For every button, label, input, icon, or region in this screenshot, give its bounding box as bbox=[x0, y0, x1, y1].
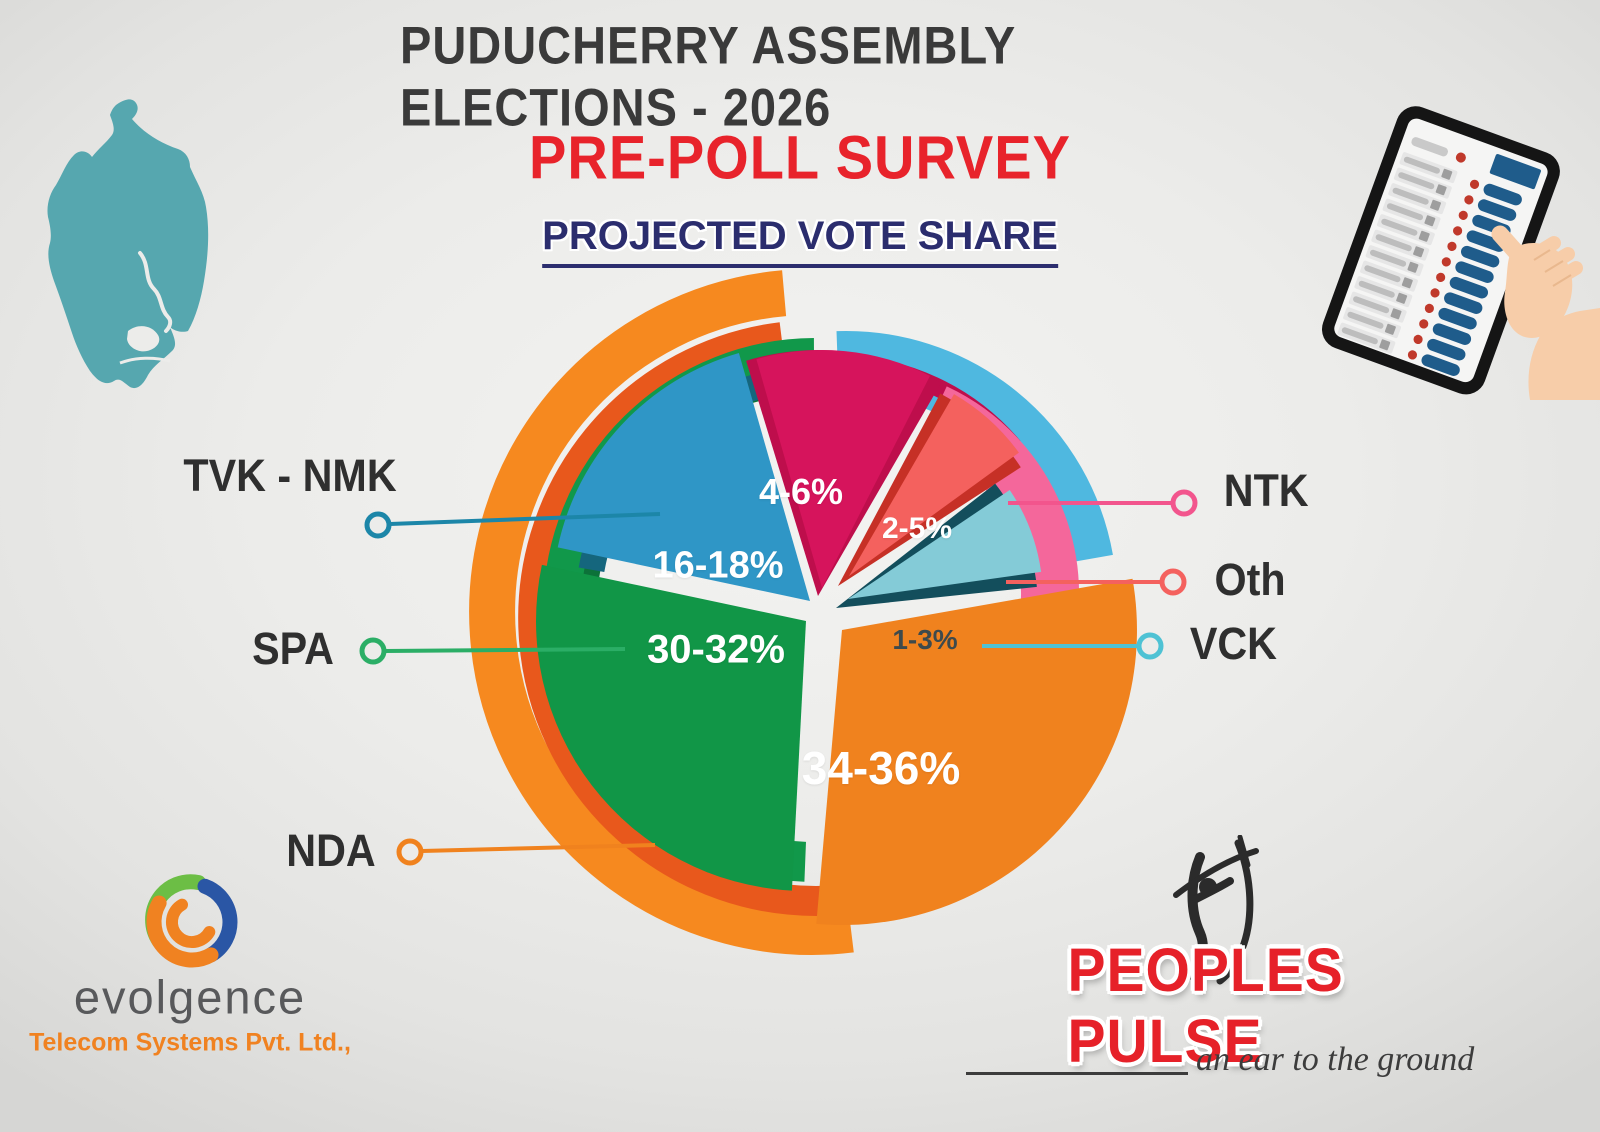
slice-label-nda: 34-36% bbox=[801, 742, 961, 794]
pie-slice-ntk bbox=[756, 349, 930, 588]
callout-dot-ntk bbox=[1170, 489, 1198, 517]
callout-dot-nda bbox=[396, 838, 424, 866]
evm-illustration bbox=[1321, 106, 1600, 400]
peoples-pulse-underline bbox=[966, 1072, 1188, 1075]
evolgence-logo-icon bbox=[145, 874, 238, 968]
evolgence-tagline: Telecom Systems Pvt. Ltd., bbox=[29, 1028, 351, 1057]
section-title: PROJECTED VOTE SHARE bbox=[542, 214, 1058, 268]
vote-share-pie-chart bbox=[359, 270, 1198, 955]
pie-ring-orange bbox=[469, 270, 854, 955]
pie-slice-tvk-nmk bbox=[557, 353, 810, 601]
legend-label-ntk: NTK bbox=[1223, 466, 1309, 517]
peoples-pulse-tagline: an ear to the ground bbox=[1196, 1041, 1475, 1078]
page-subtitle: PRE-POLL SURVEY bbox=[529, 122, 1071, 192]
callout-lines bbox=[359, 489, 1198, 866]
legend-label-vck: VCK bbox=[1189, 619, 1277, 670]
slice-label-spa: 30-32% bbox=[647, 627, 785, 672]
callout-dot-tvk-nmk bbox=[364, 511, 392, 539]
peoples-pulse-logo-icon bbox=[1173, 835, 1259, 985]
pie-ring-orange-dark bbox=[518, 322, 827, 916]
pie-slice-vck bbox=[848, 490, 1042, 599]
hand-icon bbox=[1491, 225, 1600, 400]
callout-dot-spa bbox=[359, 637, 387, 665]
legend-label-oth: Oth bbox=[1214, 555, 1286, 606]
pie-slice-oth bbox=[849, 394, 1019, 576]
slice-label-tvk-nmk: 16-18% bbox=[652, 544, 784, 587]
legend-label-spa: SPA bbox=[252, 624, 334, 675]
legend-label-nda: NDA bbox=[286, 826, 376, 877]
slice-label-vck: 1-3% bbox=[892, 624, 958, 655]
peoples-pulse-brand-name: PEOPLES PULSE bbox=[1067, 935, 1344, 1077]
pie-slice-spa bbox=[536, 564, 806, 891]
slice-label-oth: 2-5% bbox=[881, 512, 953, 545]
evm-body bbox=[1321, 106, 1560, 395]
legend-label-tvk-nmk: TVK - NMK bbox=[183, 451, 397, 502]
callout-dot-oth bbox=[1159, 568, 1187, 596]
page-title: PUDUCHERRY ASSEMBLY ELECTIONS - 2026 bbox=[400, 15, 1016, 137]
evolgence-brand-name: evolgence bbox=[73, 970, 307, 1024]
pie-slice-nda bbox=[816, 578, 1137, 926]
callout-dot-vck bbox=[1136, 632, 1164, 660]
slice-label-ntk: 4-6% bbox=[758, 471, 844, 512]
puducherry-map-icon bbox=[47, 99, 209, 389]
